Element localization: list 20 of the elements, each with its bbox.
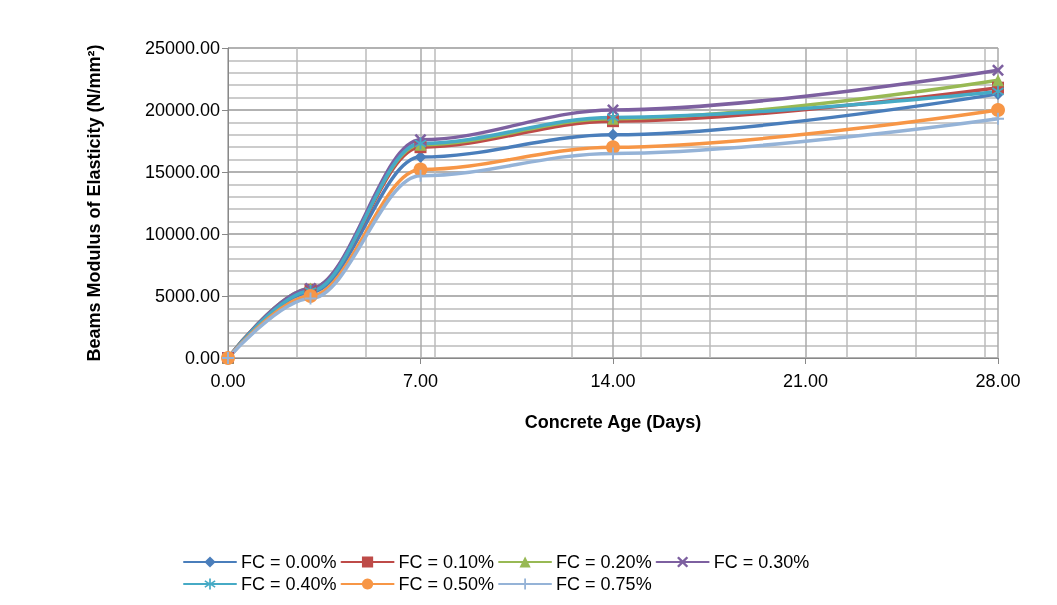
y-tick-label: 25000.00 <box>144 38 220 58</box>
y-axis-title: Beams Modulus of Elasticity (N/mm²) <box>84 44 104 362</box>
y-tick-label: 15000.00 <box>144 162 220 182</box>
y-tick-label: 0.00 <box>184 348 220 368</box>
x-axis-title: Concrete Age (Days) <box>524 412 702 432</box>
legend-label: FC = 0.75% <box>556 574 652 594</box>
y-tick-label: 5000.00 <box>154 286 220 306</box>
x-tick-label: 21.00 <box>782 371 829 391</box>
x-tick-label: 7.00 <box>402 371 439 391</box>
legend-label: FC = 0.00% <box>241 552 337 572</box>
x-tick-label: 14.00 <box>590 371 636 391</box>
legend-label: FC = 0.10% <box>398 552 495 572</box>
y-tick-label: 20000.00 <box>144 100 220 120</box>
legend-label: FC = 0.30% <box>713 552 810 572</box>
legend-label: FC = 0.20% <box>556 552 652 572</box>
legend-label: FC = 0.40% <box>241 574 337 594</box>
x-tick-label: 0.00 <box>210 371 246 391</box>
y-tick-label: 10000.00 <box>144 224 220 244</box>
legend-label: FC = 0.50% <box>398 574 495 594</box>
x-tick-label: 28.00 <box>975 371 1021 391</box>
